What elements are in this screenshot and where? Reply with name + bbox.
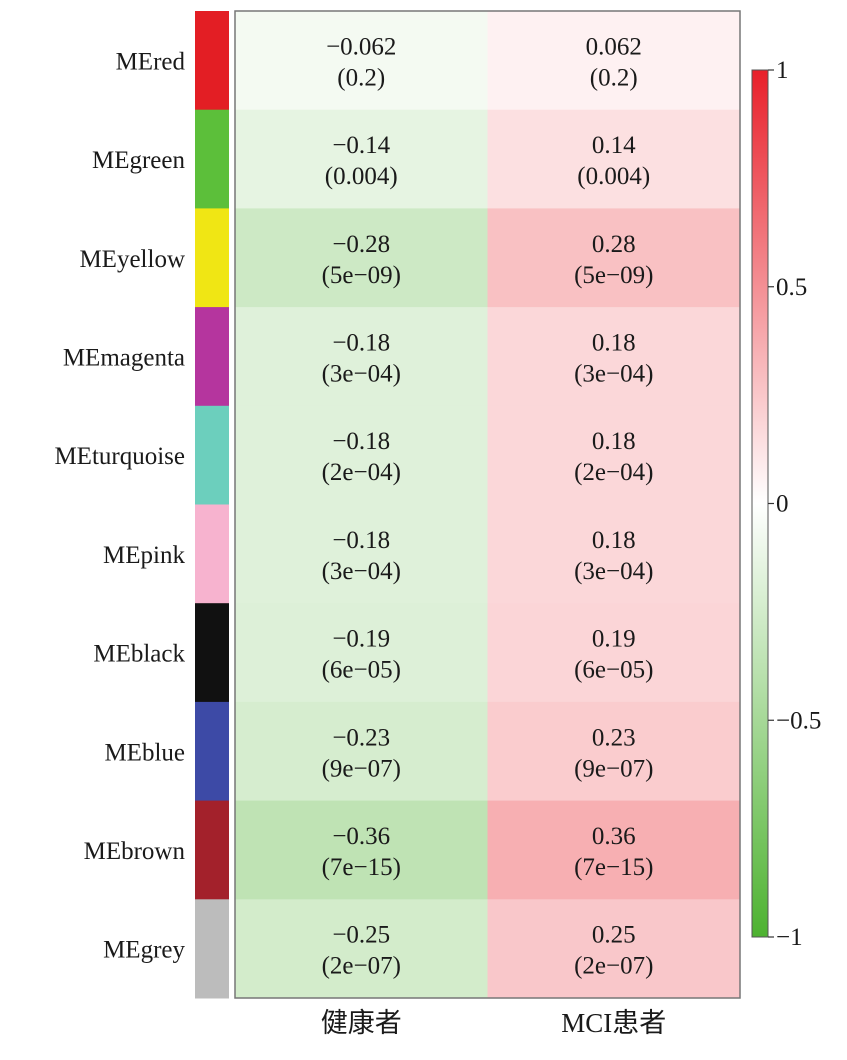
row-mepink-col-1-value: −0.18 <box>332 527 390 554</box>
row-mepink-col-2-pvalue: (3e−04) <box>574 558 653 585</box>
row-meyellow-col-2-value: 0.28 <box>592 231 636 258</box>
row-meyellow-col-2-cell <box>487 208 741 308</box>
row-meyellow-color-swatch <box>195 208 229 308</box>
row-mered-col-2-cell <box>487 11 741 111</box>
row-meturquoise-col-1-value: −0.18 <box>332 428 390 455</box>
row-megrey-col-2-value: 0.25 <box>592 922 636 949</box>
row-memagenta-col-2-pvalue: (3e−04) <box>574 360 653 387</box>
row-memagenta-label: MEmagenta <box>63 344 185 371</box>
row-megreen-color-swatch <box>195 109 229 209</box>
colorbar-tick-label-5: −1 <box>776 924 803 951</box>
row-meturquoise-color-swatch <box>195 405 229 505</box>
row-mebrown-col-1-pvalue: (7e−15) <box>322 854 401 881</box>
row-megreen-label: MEgreen <box>92 147 186 174</box>
row-megrey-col-1-value: −0.25 <box>332 922 390 949</box>
row-meturquoise-col-1-cell <box>235 405 488 505</box>
row-mepink-label: MEpink <box>103 542 185 569</box>
colorbar-tick-label-4: −0.5 <box>776 707 821 734</box>
row-meblue-col-1-pvalue: (9e−07) <box>322 755 401 782</box>
row-megrey-label: MEgrey <box>103 937 185 964</box>
row-mebrown-col-2-value: 0.36 <box>592 823 636 850</box>
row-mered-col-2-value: 0.062 <box>586 33 642 60</box>
row-meblack-col-2-value: 0.19 <box>592 626 636 653</box>
row-meblue-label: MEblue <box>104 739 185 766</box>
row-mebrown-col-1-cell <box>235 800 488 900</box>
row-meblack-col-1-cell <box>235 603 488 703</box>
colorbar-gradient <box>751 69 769 938</box>
row-mepink-color-swatch <box>195 504 229 604</box>
row-meblack-label: MEblack <box>93 641 185 668</box>
row-memagenta-col-1-value: −0.18 <box>332 329 390 356</box>
row-memagenta-col-1-pvalue: (3e−04) <box>322 360 401 387</box>
row-meblue-color-swatch <box>195 701 229 802</box>
colorbar-tick-label-1: 1 <box>776 57 789 84</box>
row-memagenta-col-1-cell <box>235 307 488 407</box>
colorbar: 1 0.5 0 −0.5 −1 <box>751 57 821 951</box>
module-color-bar <box>195 11 229 999</box>
row-mepink-col-1-pvalue: (3e−04) <box>322 558 401 585</box>
row-megrey-col-2-pvalue: (2e−07) <box>574 953 653 980</box>
row-mebrown-color-swatch <box>195 800 229 900</box>
row-meyellow-col-1-value: −0.28 <box>332 231 390 258</box>
row-meblue-col-2-cell <box>487 701 741 802</box>
row-mepink-col-2-cell <box>487 504 741 604</box>
row-mered-col-2-pvalue: (0.2) <box>590 64 638 91</box>
row-mebrown-col-2-cell <box>487 800 741 900</box>
row-megreen-col-2-cell <box>487 109 741 209</box>
row-memagenta-color-swatch <box>195 307 229 407</box>
row-meturquoise-col-2-value: 0.18 <box>592 428 636 455</box>
row-memagenta-col-2-value: 0.18 <box>592 329 636 356</box>
row-megreen-col-1-value: −0.14 <box>332 132 390 159</box>
row-mered-col-1-value: −0.062 <box>326 33 396 60</box>
row-meturquoise-col-2-cell <box>487 405 741 505</box>
row-mebrown-label: MEbrown <box>84 838 186 865</box>
row-meblack-col-2-pvalue: (6e−05) <box>574 657 653 684</box>
row-meturquoise-col-2-pvalue: (2e−04) <box>574 459 653 486</box>
row-memagenta-col-2-cell <box>487 307 741 407</box>
column-label-1: 健康者 <box>321 1008 402 1038</box>
row-meturquoise-label: MEturquoise <box>54 443 185 470</box>
row-meblack-color-swatch <box>195 603 229 703</box>
row-meblack-col-2-cell <box>487 603 741 703</box>
row-megreen-col-1-pvalue: (0.004) <box>325 163 398 190</box>
row-megrey-color-swatch <box>195 899 229 999</box>
column-label-2: MCI患者 <box>561 1008 666 1038</box>
row-meblue-col-2-pvalue: (9e−07) <box>574 755 653 782</box>
heatmap-cells: −0.062 (0.2) 0.062 (0.2) −0.14 (0.004) 0.14 (0.… <box>235 11 741 999</box>
row-meyellow-col-1-pvalue: (5e−09) <box>322 262 401 289</box>
row-meblue-col-1-value: −0.23 <box>332 724 390 751</box>
row-megrey-col-1-cell <box>235 899 488 999</box>
row-mepink-col-1-cell <box>235 504 488 604</box>
row-mebrown-col-1-value: −0.36 <box>332 823 390 850</box>
row-mebrown-col-2-pvalue: (7e−15) <box>574 854 653 881</box>
heatmap-frame <box>234 10 741 999</box>
colorbar-tick-label-3: 0 <box>776 491 789 518</box>
row-mered-label: MEred <box>116 48 186 75</box>
row-mered-col-1-pvalue: (0.2) <box>337 64 385 91</box>
row-meyellow-label: MEyellow <box>79 246 185 273</box>
row-megreen-col-1-cell <box>235 109 488 209</box>
row-megrey-col-2-cell <box>487 899 741 999</box>
row-meyellow-col-2-pvalue: (5e−09) <box>574 262 653 289</box>
row-megreen-col-2-pvalue: (0.004) <box>577 163 650 190</box>
column-labels: 健康者 MCI患者 <box>321 1008 667 1038</box>
row-meblue-col-1-cell <box>235 701 488 802</box>
row-meturquoise-col-1-pvalue: (2e−04) <box>322 459 401 486</box>
row-megrey-col-1-pvalue: (2e−07) <box>322 953 401 980</box>
row-megreen-col-2-value: 0.14 <box>592 132 636 159</box>
colorbar-tick-label-2: 0.5 <box>776 274 807 301</box>
row-meblack-col-1-value: −0.19 <box>332 626 390 653</box>
row-mered-col-1-cell <box>235 11 488 111</box>
row-mered-color-swatch <box>195 11 229 111</box>
row-labels: MEred MEgreen MEyellow MEmagenta MEturquoise… <box>54 48 185 963</box>
row-meyellow-col-1-cell <box>235 208 488 308</box>
row-mepink-col-2-value: 0.18 <box>592 527 636 554</box>
row-meblue-col-2-value: 0.23 <box>592 724 636 751</box>
row-meblack-col-1-pvalue: (6e−05) <box>322 657 401 684</box>
